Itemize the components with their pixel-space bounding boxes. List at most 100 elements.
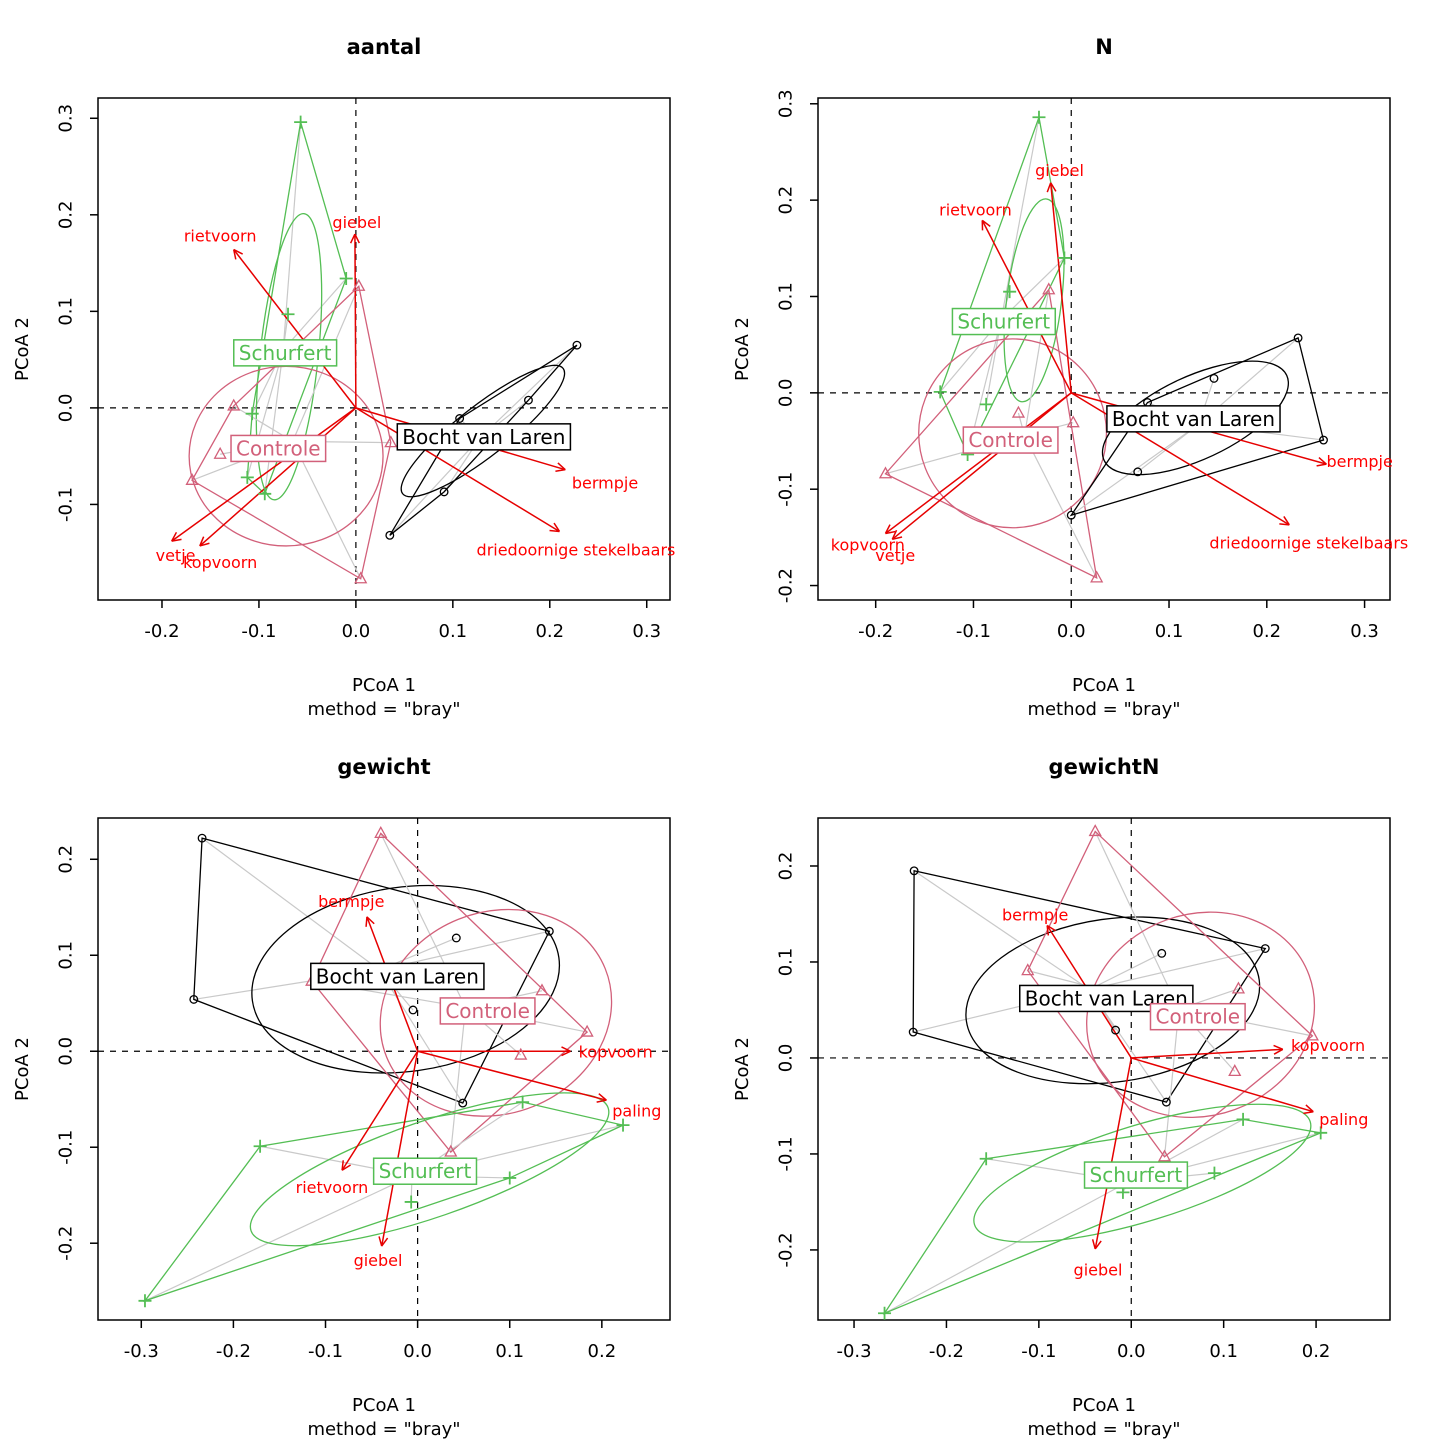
species-arrow-head: [1046, 924, 1057, 932]
species-arrow-head: [199, 542, 210, 547]
species-arrow: [199, 407, 357, 547]
x-tick-label: -0.1: [956, 621, 991, 642]
data-point-circle: [544, 926, 554, 936]
panel-title: aantal: [347, 35, 422, 59]
group-hull: [1069, 337, 1325, 517]
data-point-plus: [1057, 251, 1071, 265]
data-point-circle: [385, 530, 395, 540]
species-arrow-head: [598, 1093, 607, 1101]
plot-box: [97, 817, 671, 1321]
y-tick-label: -0.2: [776, 568, 797, 603]
species-arrow-head: [232, 249, 237, 260]
data-point-circle: [524, 395, 533, 405]
group-label: Schurfert: [1090, 1163, 1183, 1187]
data-point-plus: [339, 272, 353, 286]
data-point-circle: [909, 866, 919, 876]
panel-title: gewicht: [337, 755, 430, 779]
group-label-box: [1083, 1161, 1189, 1189]
spider-line: [1023, 435, 1098, 579]
x-tick-label: 0.3: [1350, 621, 1379, 642]
data-point-triangle: [1305, 1028, 1319, 1041]
species-arrow: [354, 234, 357, 408]
data-point-plus: [1207, 1166, 1221, 1180]
y-axis-title: PCoA 2: [732, 1037, 753, 1101]
data-point-plus: [1003, 285, 1017, 299]
spider-line: [264, 349, 284, 494]
y-tick-label: -0.2: [776, 1232, 797, 1267]
data-point-circle: [1161, 1097, 1171, 1107]
spider-line: [1089, 952, 1163, 991]
species-arrow: [891, 392, 1072, 540]
species-arrow-head: [171, 531, 178, 542]
data-point-plus: [245, 407, 259, 421]
panel-gewichtN: gewichtN -0.3 -0.2 -0.1 0.0 0.1 0.2 -0.2 -0.1 0.0…: [732, 755, 1391, 1440]
data-point-plus: [979, 397, 993, 411]
data-point-triangle: [535, 983, 549, 996]
data-point-triangle: [514, 1047, 528, 1060]
data-point-circle: [1111, 1025, 1121, 1035]
group-label: Bocht van Laren: [1112, 407, 1275, 431]
group-hull: [912, 869, 1267, 1103]
x-tick-label: 0.2: [1252, 621, 1281, 642]
group-label-box: [230, 434, 327, 463]
x-tick-label: -0.1: [308, 1341, 343, 1362]
data-point-triangle: [1088, 824, 1102, 837]
spider-line: [144, 1175, 413, 1302]
group-ellipse: [1101, 360, 1290, 476]
data-point-plus: [878, 1306, 892, 1320]
y-tick-label: 0.1: [776, 282, 797, 311]
x-tick-label: 0.1: [495, 1341, 524, 1362]
data-point-circle: [1319, 435, 1328, 445]
x-tick-label: 0.2: [535, 621, 564, 642]
species-arrow-head: [1283, 516, 1290, 526]
group-hull: [310, 832, 589, 1153]
x-tick-label: 0.0: [403, 1341, 432, 1362]
spider-line: [450, 1007, 467, 1153]
group-hull: [882, 1118, 1324, 1315]
group-label-box: [962, 426, 1059, 454]
group-label: Controle: [968, 428, 1053, 452]
species-arrow-head: [378, 1236, 383, 1247]
y-tick-label: -0.1: [56, 1130, 77, 1165]
data-point-circle: [1133, 467, 1143, 477]
species-label: kopvoorn: [1291, 1036, 1365, 1055]
species-arrow-head: [561, 1050, 571, 1057]
data-point-plus: [1314, 1126, 1328, 1140]
species-label: driedoornige stekelbaars: [1209, 534, 1408, 553]
y-tick-label: 0.2: [56, 845, 77, 874]
data-point-plus: [516, 1095, 530, 1109]
data-point-circle: [1209, 373, 1219, 383]
x-tick-label: 0.2: [1302, 1341, 1331, 1362]
data-point-triangle: [1021, 963, 1035, 976]
data-point-circle: [908, 1027, 918, 1037]
group-label-box: [372, 1157, 478, 1185]
species-label: paling: [612, 1101, 661, 1120]
group-label-box: [439, 997, 536, 1025]
y-tick-label: 0.0: [56, 1037, 77, 1066]
species-label: bermpje: [1002, 905, 1068, 924]
y-axis-title: PCoA 2: [12, 1037, 33, 1101]
species-arrow: [417, 1050, 607, 1101]
data-point-plus: [138, 1294, 152, 1308]
species-arrow-head: [1316, 463, 1327, 467]
group-ellipse: [1086, 911, 1316, 1119]
species-label: kopvoorn: [579, 1043, 653, 1062]
panel-title: N: [1095, 35, 1113, 59]
y-tick-label: 0.2: [776, 186, 797, 215]
species-arrow-head: [199, 536, 205, 547]
y-tick-label: 0.3: [56, 104, 77, 133]
species-label: rietvoorn: [184, 227, 257, 246]
spider-line: [1094, 831, 1180, 1010]
species-label: kopvoorn: [183, 553, 257, 572]
species-arrow: [981, 220, 1072, 394]
data-point-triangle: [227, 398, 241, 411]
y-axis-title: PCoA 2: [732, 317, 753, 381]
y-tick-label: 0.1: [776, 948, 797, 977]
species-arrow: [233, 249, 357, 409]
plot-box: [97, 97, 671, 601]
group-label: Bocht van Laren: [316, 964, 479, 988]
data-point-triangle: [1231, 981, 1246, 994]
group-label-box: [396, 423, 572, 451]
data-point-triangle: [878, 466, 893, 479]
group-label: Controle: [236, 436, 321, 460]
